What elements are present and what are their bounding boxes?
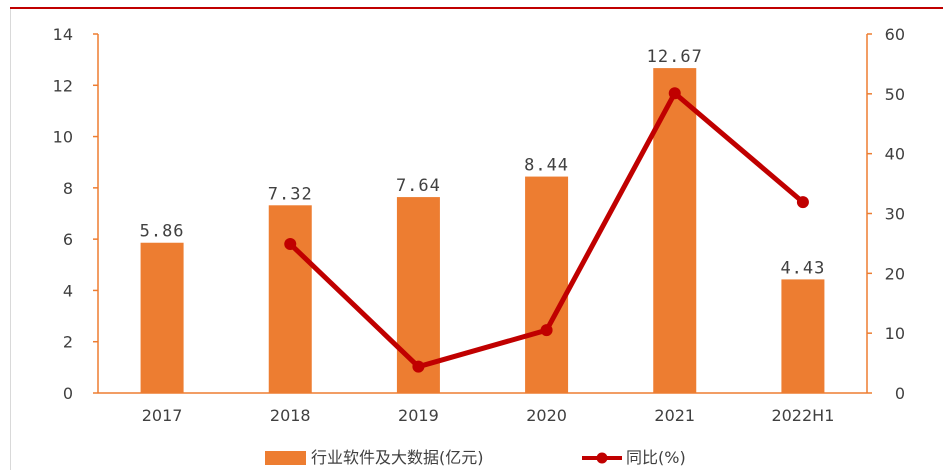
yoy-point xyxy=(412,360,425,373)
legend-line-marker xyxy=(596,452,608,464)
right-tick-label: 50 xyxy=(885,85,905,104)
bar xyxy=(781,279,825,393)
legend: 行业软件及大数据(亿元) 同比(%) xyxy=(265,448,686,467)
x-tick-label: 2022H1 xyxy=(771,406,834,425)
line-series xyxy=(284,87,809,373)
x-axis-ticks: 2017 2018 2019 2020 2021 2022H1 xyxy=(142,406,835,425)
bar-data-label: 8.44 xyxy=(524,156,569,176)
left-tick-label: 10 xyxy=(53,128,73,147)
legend-line-label: 同比(%) xyxy=(626,448,686,467)
right-axis-ticks: 0 10 20 30 40 50 60 xyxy=(867,25,905,403)
x-tick-label: 2019 xyxy=(398,406,439,425)
top-rule xyxy=(10,7,943,9)
left-tick-label: 6 xyxy=(63,230,73,249)
x-tick-label: 2021 xyxy=(654,406,695,425)
left-border xyxy=(10,9,11,470)
bar-data-label: 12.67 xyxy=(647,47,703,67)
left-tick-label: 0 xyxy=(63,384,73,403)
right-tick-label: 60 xyxy=(885,25,905,44)
yoy-point xyxy=(284,238,297,251)
left-tick-label: 2 xyxy=(63,333,73,352)
right-tick-label: 30 xyxy=(885,205,905,224)
right-tick-label: 0 xyxy=(895,384,905,403)
legend-bar-label: 行业软件及大数据(亿元) xyxy=(311,448,484,467)
right-tick-label: 40 xyxy=(885,145,905,164)
bar-series xyxy=(140,68,825,393)
bar-data-label: 7.64 xyxy=(396,176,441,196)
yoy-point xyxy=(668,87,681,100)
yoy-point xyxy=(540,324,553,337)
x-tick-label: 2017 xyxy=(142,406,183,425)
bar-data-label: 5.86 xyxy=(140,222,185,242)
left-tick-label: 12 xyxy=(53,76,73,95)
left-tick-label: 14 xyxy=(53,25,73,44)
right-tick-label: 10 xyxy=(885,324,905,343)
yoy-point xyxy=(796,196,809,209)
bar xyxy=(268,205,312,393)
bar-data-labels: 5.86 7.32 7.64 8.44 12.67 4.43 xyxy=(140,47,825,278)
left-tick-label: 8 xyxy=(63,179,73,198)
bar xyxy=(525,176,569,393)
bar-data-label: 4.43 xyxy=(780,258,825,278)
right-tick-label: 20 xyxy=(885,264,905,283)
left-axis-ticks: 0 2 4 6 8 10 12 14 xyxy=(53,25,98,403)
x-tick-label: 2020 xyxy=(526,406,567,425)
left-tick-label: 4 xyxy=(63,281,73,300)
bar xyxy=(140,242,184,393)
bar-data-label: 7.32 xyxy=(268,184,313,204)
legend-bar-swatch xyxy=(265,451,306,465)
x-tick-label: 2018 xyxy=(270,406,311,425)
